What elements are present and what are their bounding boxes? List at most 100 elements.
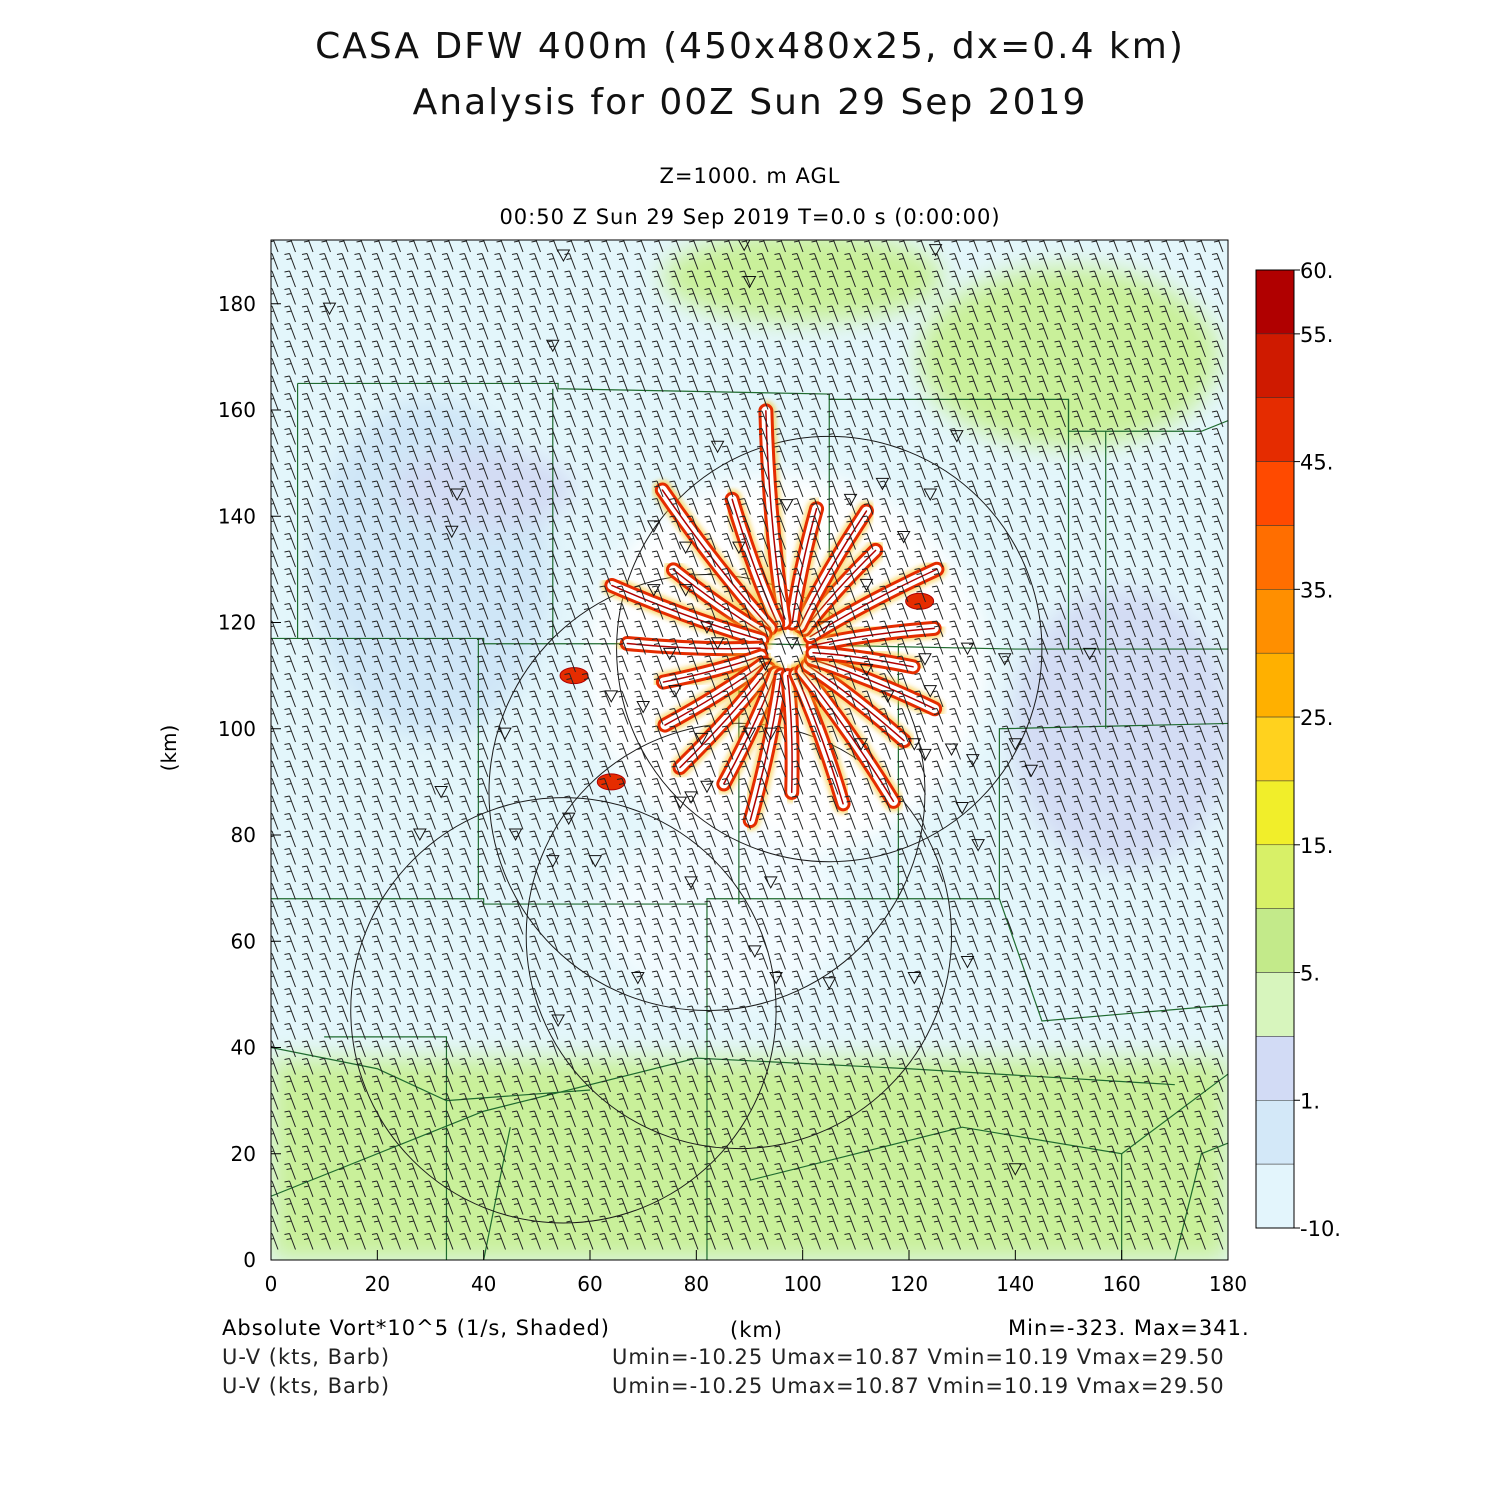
vorticity-streak [755, 400, 795, 633]
colorbar-label: 60. [1300, 259, 1333, 283]
y-tick-label: 0 [243, 1248, 256, 1272]
vorticity-streak [652, 479, 781, 639]
radar-site-marker [950, 430, 964, 443]
radar-site-marker [556, 249, 571, 262]
radar-site-marker [684, 791, 698, 804]
barb-field [271, 240, 1224, 1250]
vorticity-streak [654, 653, 775, 736]
radar-site-marker [843, 493, 858, 507]
y-tick-label: 60 [231, 929, 256, 953]
colorbar-label: 15. [1300, 834, 1333, 858]
radar-site-marker [508, 828, 523, 842]
radar-site-marker [737, 240, 751, 252]
x-tick-label: 120 [890, 1272, 928, 1296]
radar-site-marker [769, 971, 783, 985]
x-tick-label: 180 [1209, 1272, 1247, 1296]
shade-west-north [393, 449, 574, 530]
minmax-label: Min=-323. Max=341. [1008, 1316, 1250, 1340]
barb-label-1: U-V (kts, Barb) [222, 1345, 391, 1369]
y-tick-label: 80 [231, 823, 256, 847]
x-tick-label: 140 [996, 1272, 1034, 1296]
vorticity-streak [800, 559, 947, 647]
streak-contour [812, 652, 914, 668]
streak-contour [812, 627, 935, 647]
colorbar-swatch [1255, 269, 1295, 335]
barb-label-2: U-V (kts, Barb) [222, 1374, 391, 1398]
streak-contour [661, 489, 772, 629]
plot-frame [270, 239, 1229, 1261]
county-line [483, 1127, 511, 1260]
radar-site-marker [896, 531, 911, 544]
radar-site-marker [785, 637, 799, 650]
radar-site-marker [854, 738, 868, 751]
shade-north-east [918, 266, 1219, 447]
streak-contour [664, 662, 765, 726]
y-tick-label: 140 [218, 504, 256, 528]
radar-site-marker [588, 855, 603, 868]
colorbar-swatch [1255, 908, 1295, 973]
shade-east [1011, 588, 1228, 869]
x-axis-label: (km) [730, 1318, 784, 1342]
colorbar-swatch [1255, 333, 1295, 398]
y-tick-label: 120 [218, 611, 256, 635]
vorticity-streak [790, 501, 877, 637]
chart-subtitle: Analysis for 00Z Sun 29 Sep 2019 [412, 82, 1088, 123]
radar-site-marker [997, 653, 1012, 666]
shade-north [662, 240, 943, 323]
radar-site-marker [732, 541, 746, 555]
x-tick-label: 0 [265, 1272, 278, 1296]
radar-site-marker [434, 786, 448, 799]
streak-contour [731, 498, 779, 625]
radar-site-marker [859, 578, 874, 592]
y-tick-label: 180 [218, 292, 256, 316]
radar-site-marker [684, 876, 698, 889]
radar-site-marker [875, 477, 890, 491]
barb-stats-2: Umin=-10.25 Umax=10.87 Vmin=10.19 Vmax=2… [612, 1374, 1225, 1398]
radar-site-marker [742, 727, 757, 741]
vorticity-streaks [559, 400, 947, 831]
vorticity-streak [777, 665, 803, 803]
shade-south-core [602, 824, 843, 1005]
colorbar: 60. 55. 45. 35. 25. 15. 5. 1. -10. [1255, 259, 1341, 1241]
radar-site-marker [668, 685, 682, 698]
radar-site-markers [322, 240, 1097, 1176]
radar-site-marker [673, 796, 688, 810]
radar-site-marker [817, 621, 831, 634]
colorbar-swatch [1255, 652, 1295, 718]
radar-site-marker [918, 748, 932, 762]
radar-site-marker [700, 780, 714, 794]
colorbar-label: 55. [1300, 323, 1333, 347]
colorbar-swatch [1255, 397, 1295, 462]
vorticity-streak [653, 645, 772, 693]
streak-contour [809, 568, 938, 638]
radar-ring [525, 722, 953, 1150]
radar-site-marker [710, 637, 725, 650]
colorbar-swatch [1255, 461, 1295, 526]
y-axis-label: (km) [157, 725, 181, 772]
radar-site-marker [646, 584, 661, 597]
colorbar-swatch [1255, 589, 1295, 654]
radar-site-marker [960, 956, 975, 969]
radar-site-marker [758, 658, 773, 672]
wind-barbs [271, 240, 1224, 1250]
radar-site-marker [918, 653, 932, 666]
colorbar-swatch [1255, 1100, 1295, 1165]
streak-contour [795, 673, 844, 805]
radar-site-marker [561, 812, 576, 826]
y-tick-label: 40 [231, 1036, 256, 1060]
radar-ring [616, 435, 1043, 863]
radar-site-marker [923, 685, 938, 698]
radar-site-marker [694, 732, 709, 746]
county-line [271, 898, 1000, 905]
chart-title: CASA DFW 400m (450x480x25, dx=0.4 km) [315, 26, 1185, 67]
radar-site-marker [742, 276, 757, 289]
radar-site-marker [444, 525, 459, 539]
colorbar-label: 5. [1300, 962, 1320, 986]
vorticity-streak [791, 660, 904, 812]
x-tick-label: 100 [784, 1272, 822, 1296]
radar-site-marker [678, 584, 693, 597]
radar-site-marker [545, 855, 560, 868]
y-tick-label: 20 [231, 1142, 256, 1166]
streak-contour [786, 674, 793, 794]
time-label: 00:50 Z Sun 29 Sep 2019 T=0.0 s (0:00:00… [499, 205, 1001, 229]
